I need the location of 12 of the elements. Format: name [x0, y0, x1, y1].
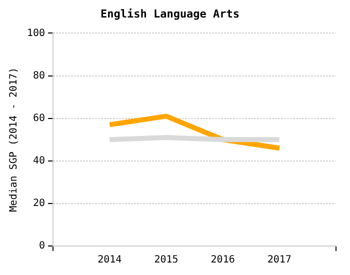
x-tick-label: 2017 [267, 254, 292, 266]
y-tick-label: 0 [39, 240, 46, 252]
y-axis-title: Median SGP (2014 - 2017) [8, 67, 20, 212]
x-tick-label: 2015 [154, 254, 178, 266]
y-tick-label: 80 [33, 70, 46, 82]
chart-title: English Language Arts [100, 7, 240, 20]
y-tick-label: 60 [33, 112, 46, 124]
x-tick-label: 2016 [210, 254, 235, 266]
y-tick-label: 100 [27, 28, 46, 39]
y-tick-label: 20 [33, 198, 46, 210]
y-tick-label: 40 [33, 155, 46, 166]
x-tick-label: 2014 [98, 254, 122, 266]
